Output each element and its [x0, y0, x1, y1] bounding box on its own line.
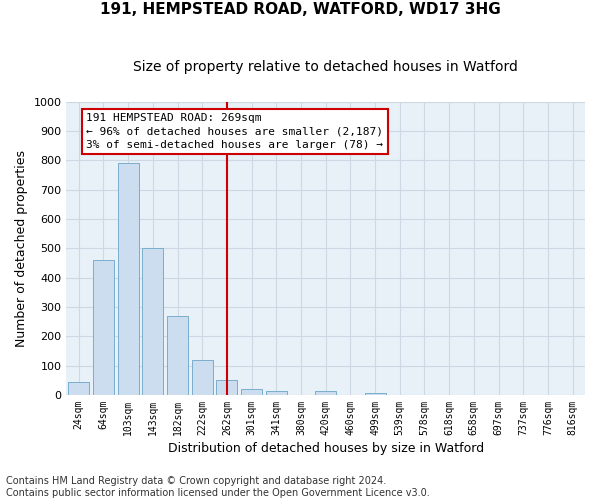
- Title: Size of property relative to detached houses in Watford: Size of property relative to detached ho…: [133, 60, 518, 74]
- Bar: [315, 392, 336, 395]
- Bar: [68, 382, 89, 395]
- X-axis label: Distribution of detached houses by size in Watford: Distribution of detached houses by size …: [167, 442, 484, 455]
- Bar: [266, 391, 287, 395]
- Bar: [217, 380, 238, 395]
- Text: Contains HM Land Registry data © Crown copyright and database right 2024.
Contai: Contains HM Land Registry data © Crown c…: [6, 476, 430, 498]
- Y-axis label: Number of detached properties: Number of detached properties: [15, 150, 28, 347]
- Text: 191, HEMPSTEAD ROAD, WATFORD, WD17 3HG: 191, HEMPSTEAD ROAD, WATFORD, WD17 3HG: [100, 2, 500, 18]
- Bar: [93, 260, 114, 395]
- Bar: [241, 389, 262, 395]
- Bar: [142, 248, 163, 395]
- Bar: [167, 316, 188, 395]
- Bar: [118, 163, 139, 395]
- Bar: [192, 360, 213, 395]
- Text: 191 HEMPSTEAD ROAD: 269sqm
← 96% of detached houses are smaller (2,187)
3% of se: 191 HEMPSTEAD ROAD: 269sqm ← 96% of deta…: [86, 114, 383, 150]
- Bar: [365, 392, 386, 395]
